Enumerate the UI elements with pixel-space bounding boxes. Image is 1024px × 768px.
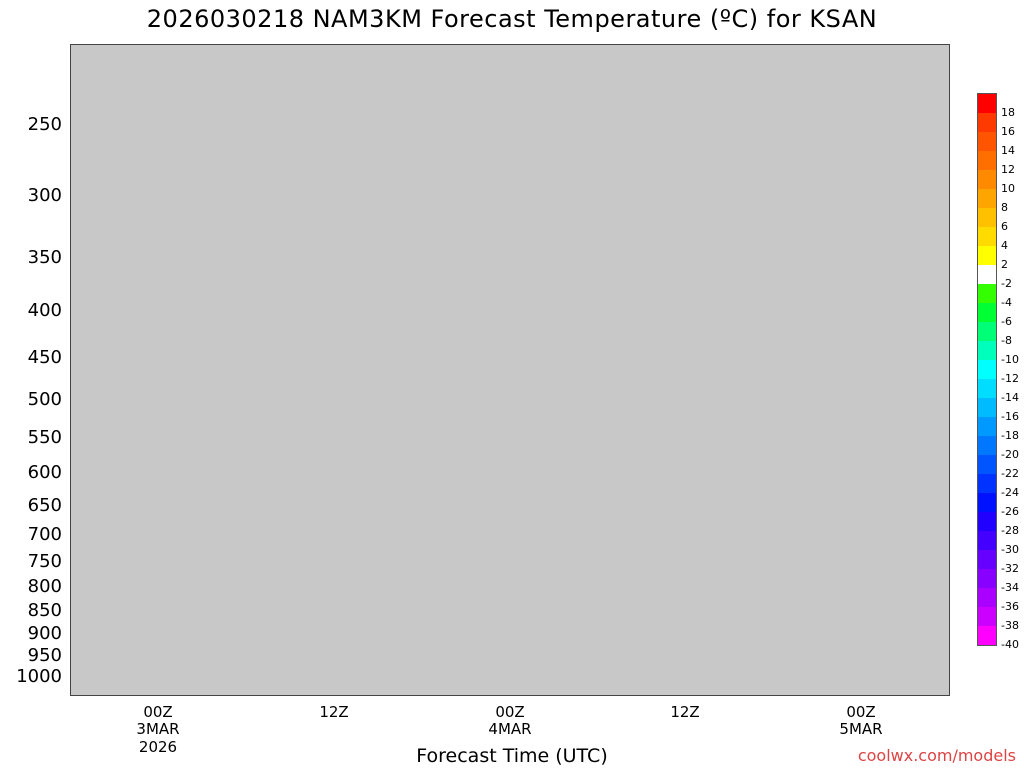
x-tick-label: 12Z — [640, 703, 730, 721]
colorbar-swatch — [978, 113, 996, 132]
colorbar-swatch — [978, 189, 996, 208]
colorbar-swatch — [978, 474, 996, 493]
colorbar-swatch — [978, 531, 996, 550]
colorbar-label: -24 — [1001, 486, 1019, 499]
colorbar-swatch — [978, 379, 996, 398]
y-tick-label: 650 — [27, 495, 62, 516]
y-tick-label: 400 — [27, 300, 62, 321]
x-axis-title: Forecast Time (UTC) — [416, 745, 608, 767]
colorbar-swatch — [978, 493, 996, 512]
y-tick-label: 300 — [27, 185, 62, 206]
colorbar-label: -34 — [1001, 581, 1019, 594]
colorbar-label: 14 — [1001, 144, 1015, 157]
x-tick-time: 00Z — [846, 703, 876, 721]
colorbar-swatch — [978, 227, 996, 246]
colorbar-swatch — [978, 322, 996, 341]
y-tick-label: 700 — [27, 524, 62, 545]
colorbar-label: -6 — [1001, 315, 1012, 328]
y-tick-label: 750 — [27, 551, 62, 572]
colorbar-swatch — [978, 455, 996, 474]
colorbar-swatch — [978, 569, 996, 588]
x-tick-time: 12Z — [670, 703, 700, 721]
colorbar-label: 16 — [1001, 125, 1015, 138]
colorbar-swatch — [978, 550, 996, 569]
photo — [70, 44, 950, 696]
chart-title: 2026030218 NAM3KM Forecast Temperature (… — [146, 5, 878, 33]
colorbar-swatch — [978, 265, 996, 284]
colorbar-label: -28 — [1001, 524, 1019, 537]
colorbar-label: -10 — [1001, 353, 1019, 366]
y-tick-label: 250 — [27, 114, 62, 135]
x-tick-label: 00Z 3MAR 2026 — [113, 703, 203, 756]
colorbar-label: -18 — [1001, 429, 1019, 442]
colorbar-swatch — [978, 303, 996, 322]
colorbar-label: 18 — [1001, 106, 1015, 119]
colorbar-label: 6 — [1001, 220, 1008, 233]
x-tick-year: 2026 — [138, 737, 178, 756]
x-tick-label: 12Z — [289, 703, 379, 721]
y-tick-label: 950 — [27, 645, 62, 666]
colorbar-label: 10 — [1001, 182, 1015, 195]
colorbar-label: -40 — [1001, 638, 1019, 651]
colorbar-swatch — [978, 170, 996, 189]
y-tick-label: 350 — [27, 247, 62, 268]
colorbar-label: -20 — [1001, 448, 1019, 461]
y-tick-label: 900 — [27, 623, 62, 644]
colorbar-swatch — [978, 626, 996, 645]
colorbar-label: 12 — [1001, 163, 1015, 176]
colorbar-swatch — [978, 151, 996, 170]
colorbar-label: -16 — [1001, 410, 1019, 423]
colorbar-label: -36 — [1001, 600, 1019, 613]
colorbar-swatch — [978, 208, 996, 227]
colorbar-swatch — [978, 398, 996, 417]
colorbar-label: -32 — [1001, 562, 1019, 575]
colorbar-label: -12 — [1001, 372, 1019, 385]
colorbar-label: -26 — [1001, 505, 1019, 518]
colorbar-swatch — [978, 132, 996, 151]
y-tick-label: 600 — [27, 462, 62, 483]
colorbar-label: -38 — [1001, 619, 1019, 632]
x-tick-time: 00Z — [495, 703, 525, 721]
colorbar-swatch — [978, 341, 996, 360]
colorbar-swatch — [978, 512, 996, 531]
x-tick-label: 00Z 5MAR — [816, 703, 906, 739]
colorbar-label: 4 — [1001, 239, 1008, 252]
colorbar — [977, 93, 997, 646]
colorbar-swatch — [978, 588, 996, 607]
colorbar-swatch — [978, 284, 996, 303]
y-tick-label: 450 — [27, 347, 62, 368]
colorbar-label: -14 — [1001, 391, 1019, 404]
y-tick-label: 800 — [27, 576, 62, 597]
credit-text: coolwx.com/models — [857, 746, 1016, 765]
y-tick-label: 850 — [27, 600, 62, 621]
colorbar-label: 2 — [1001, 258, 1008, 271]
colorbar-label: -22 — [1001, 467, 1019, 480]
colorbar-swatch — [978, 360, 996, 379]
colorbar-label: -2 — [1001, 277, 1012, 290]
colorbar-label: -30 — [1001, 543, 1019, 556]
y-tick-label: 1000 — [16, 666, 62, 687]
colorbar-label: -4 — [1001, 296, 1012, 309]
colorbar-label: 8 — [1001, 201, 1008, 214]
x-tick-time: 12Z — [319, 703, 349, 721]
x-tick-label: 00Z 4MAR — [465, 703, 555, 739]
colorbar-swatch — [978, 417, 996, 436]
x-tick-date: 3MAR — [136, 720, 180, 739]
x-tick-date: 5MAR — [839, 720, 883, 739]
x-tick-time: 00Z — [143, 703, 173, 721]
colorbar-label: -8 — [1001, 334, 1012, 347]
y-tick-label: 500 — [27, 389, 62, 410]
y-tick-label: 550 — [27, 427, 62, 448]
x-tick-date: 4MAR — [488, 720, 532, 739]
colorbar-swatch — [978, 94, 996, 113]
colorbar-swatch — [978, 246, 996, 265]
colorbar-swatch — [978, 607, 996, 626]
colorbar-swatch — [978, 436, 996, 455]
